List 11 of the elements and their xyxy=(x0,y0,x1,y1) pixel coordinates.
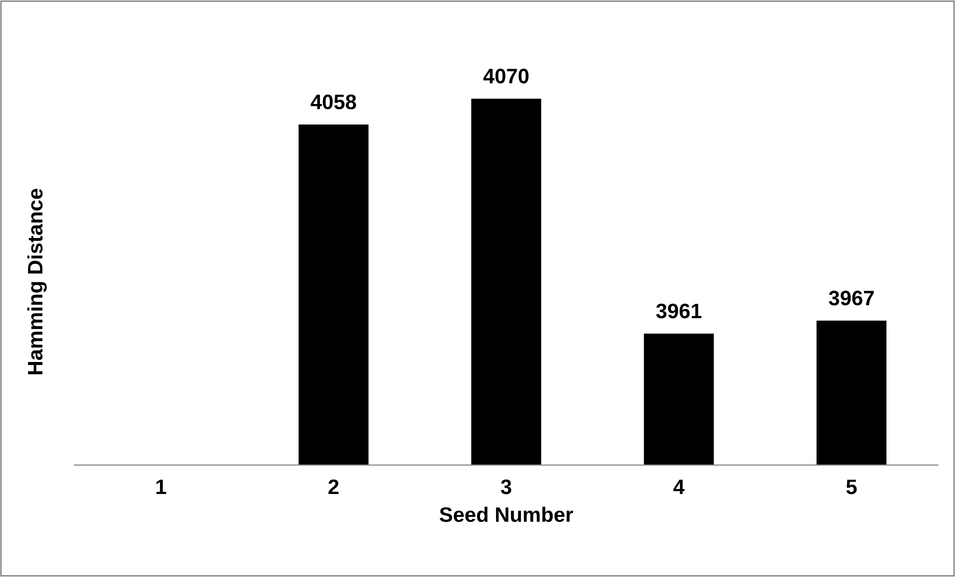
data-label: 4070 xyxy=(483,68,529,84)
x-axis-title: Seed Number xyxy=(440,506,574,522)
data-label: 3961 xyxy=(656,304,702,318)
y-axis-title: Hamming Distance xyxy=(27,188,47,374)
x-tick-label: 2 xyxy=(328,480,339,494)
x-tick-label: 3 xyxy=(500,480,512,494)
x-tick-label: 1 xyxy=(156,480,166,494)
data-label: 3967 xyxy=(828,290,874,306)
x-tick-label: 5 xyxy=(846,480,857,494)
x-tick-label: 4 xyxy=(673,480,685,494)
data-label: 4058 xyxy=(310,94,356,110)
